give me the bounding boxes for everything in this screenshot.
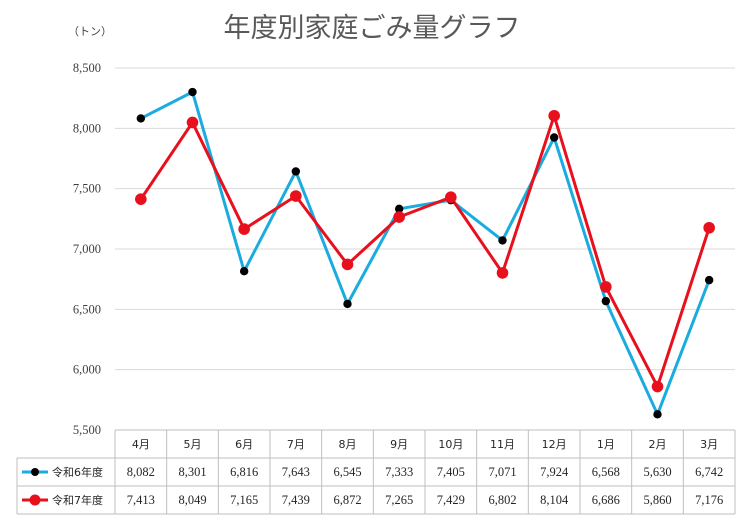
x-category-label: 11月 [490,438,515,451]
data-point-marker [341,258,354,271]
table-value-cell: 6,816 [230,465,258,479]
legend-marker-key [31,468,39,476]
x-category-label: 4月 [132,438,150,451]
table-value-cell: 5,860 [643,493,671,507]
data-point-marker [496,267,509,279]
data-point-marker [393,211,405,223]
data-point-marker [548,109,560,122]
y-tick-label: 8,000 [73,121,101,135]
y-tick-label: 5,500 [73,423,101,437]
data-point-marker [188,87,197,97]
data-point-marker [343,299,352,309]
data-point-marker [290,190,302,202]
table-value-cell: 7,071 [488,465,516,479]
gridlines [115,67,735,431]
data-point-marker [703,221,715,234]
data-point-marker [136,114,146,123]
table-value-cell: 7,176 [695,493,723,507]
table-value-cell: 7,165 [230,493,258,507]
legend-marker-key [29,494,41,506]
x-category-label: 1月 [597,438,615,451]
data-point-marker [549,133,559,142]
x-category-label: 5月 [184,438,202,451]
table-value-cell: 7,429 [437,493,465,507]
data-point-marker [653,410,662,419]
y-axis-ticks: 5,500 6,000 6,500 7,000 7,500 8,000 8,500 [73,61,101,437]
table-value-cell: 8,301 [178,465,206,479]
series-line-2 [139,114,711,389]
table-value-cell: 7,924 [540,465,569,479]
data-point-marker [601,296,611,306]
series-line-1 [140,90,711,416]
series-name-label: 令和7年度 [52,493,103,507]
data-point-marker [445,191,457,204]
y-tick-label: 8,500 [73,61,101,75]
x-category-label: 6月 [235,438,253,451]
data-point-marker [704,275,714,285]
table-value-cell: 6,686 [592,493,620,507]
table-value-cell: 6,545 [333,465,361,479]
table-value-cell: 7,643 [282,465,310,479]
table-value-cell: 8,049 [178,493,206,507]
x-category-label: 2月 [649,438,667,451]
table-value-cell: 5,630 [643,465,671,479]
y-tick-label: 6,500 [73,302,101,316]
y-axis-unit-label: （トン） [68,25,112,38]
series-name-label: 令和6年度 [52,465,103,479]
table-value-cell: 8,104 [540,493,569,507]
data-point-marker [186,116,199,129]
data-point-marker [394,204,404,214]
x-category-label: 8月 [339,438,357,451]
data-point-marker [651,380,664,393]
y-tick-label: 6,000 [73,363,101,377]
table-value-cell: 7,333 [385,465,413,479]
series-lines [135,87,715,419]
data-point-marker [135,193,147,205]
chart-title: 年度別家庭ごみ量グラフ [224,13,521,44]
x-category-label: 7月 [287,438,305,451]
x-category-label: 9月 [390,438,408,451]
data-point-marker [600,281,612,293]
table-value-cell: 7,405 [437,465,465,479]
data-point-marker [291,167,301,176]
x-category-label: 10月 [438,438,463,451]
table-value-cell: 7,265 [385,493,413,507]
data-point-marker [498,236,507,245]
table-value-cell: 6,802 [488,493,516,507]
table-value-cell: 8,082 [127,465,155,479]
table-value-cell: 6,568 [592,465,620,479]
y-tick-label: 7,500 [73,182,101,196]
data-point-marker [239,267,249,276]
x-category-label: 12月 [542,438,567,451]
table-value-cell: 6,872 [333,493,361,507]
y-tick-label: 7,000 [73,242,101,256]
data-point-marker [238,223,250,235]
table-value-cell: 7,413 [127,493,155,507]
x-category-label: 3月 [700,438,718,451]
table-value-cell: 6,742 [695,465,723,479]
table-value-cell: 7,439 [282,493,310,507]
